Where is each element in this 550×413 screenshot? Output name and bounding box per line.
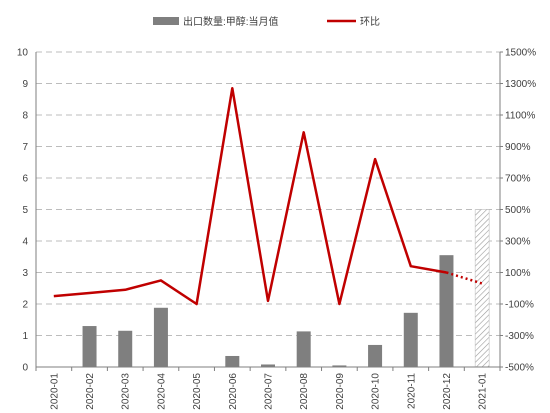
y-left-tick-label: 5 — [22, 205, 28, 216]
y-left-tick-label: 7 — [22, 142, 28, 153]
x-tick-label: 2020-05 — [192, 373, 203, 410]
gridlines — [36, 51, 500, 336]
bar — [368, 344, 383, 367]
y-left-tick-label: 2 — [22, 300, 28, 311]
x-tick-label: 2021-01 — [478, 373, 489, 410]
series-line — [53, 86, 447, 306]
x-tick-label: 2020-01 — [49, 373, 60, 410]
y-left-tick-label: 1 — [22, 331, 28, 342]
bar — [82, 326, 97, 367]
y-left-tick-label: 4 — [22, 237, 28, 248]
y-right-tick-label: 700% — [505, 174, 531, 185]
x-tick-label: 2020-08 — [299, 373, 310, 410]
axes: 0 1 2 3 4 5 6 7 8 9 10 -500% -300% -100% 100% 300% 500% 7… — [17, 48, 536, 410]
y-left-tick-label: 3 — [22, 268, 28, 279]
y-left-tick-label: 0 — [22, 363, 28, 374]
bar — [474, 209, 490, 368]
x-tick-label: 2020-02 — [85, 373, 96, 410]
y-left-tick-label: 6 — [22, 174, 28, 185]
bar — [261, 364, 275, 367]
legend-label-line: 环比 — [360, 16, 380, 28]
y-right-tick-label: 900% — [505, 142, 531, 153]
x-tick-label: 2020-04 — [156, 373, 167, 410]
bar — [118, 330, 133, 367]
y-right-tick-label: 1300% — [505, 79, 536, 90]
x-tick-label: 2020-07 — [264, 373, 275, 410]
y-right-tick-label: 1500% — [505, 48, 536, 59]
y-left-tick-label: 9 — [22, 79, 28, 90]
y-left-tick-label: 10 — [17, 48, 29, 59]
bar — [439, 255, 454, 367]
x-tick-label: 2020-10 — [371, 373, 382, 410]
y-right-tick-label: 300% — [505, 237, 531, 248]
line-series — [53, 86, 483, 306]
bar-series — [82, 209, 490, 368]
series-line-projection — [446, 271, 483, 285]
bar — [403, 312, 418, 367]
legend-label-bar: 出口数量:甲醇:当月值 — [183, 15, 279, 28]
y-right-tick-label: -300% — [505, 331, 534, 342]
y-right-tick-label: 500% — [505, 205, 531, 216]
bar — [153, 307, 168, 367]
y-right-tick-label: 1100% — [505, 111, 536, 122]
y-left-tick-label: 8 — [22, 111, 28, 122]
x-tick-label: 2020-12 — [442, 373, 453, 410]
x-tick-label: 2020-11 — [406, 373, 417, 409]
bar — [332, 365, 347, 367]
legend-swatch-bar — [153, 17, 179, 25]
y-right-tick-label: -500% — [505, 363, 534, 374]
bar — [225, 355, 240, 367]
bar — [296, 331, 311, 367]
y-right-tick-label: -100% — [505, 300, 534, 311]
y-right-tick-label: 100% — [505, 268, 531, 279]
x-tick-label: 2020-06 — [228, 373, 239, 410]
x-tick-label: 2020-03 — [121, 373, 132, 410]
legend: 出口数量:甲醇:当月值 环比 — [153, 15, 380, 28]
x-tick-label: 2020-09 — [335, 373, 346, 410]
